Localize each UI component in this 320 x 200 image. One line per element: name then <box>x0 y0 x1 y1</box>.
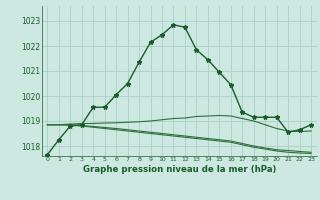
X-axis label: Graphe pression niveau de la mer (hPa): Graphe pression niveau de la mer (hPa) <box>83 165 276 174</box>
